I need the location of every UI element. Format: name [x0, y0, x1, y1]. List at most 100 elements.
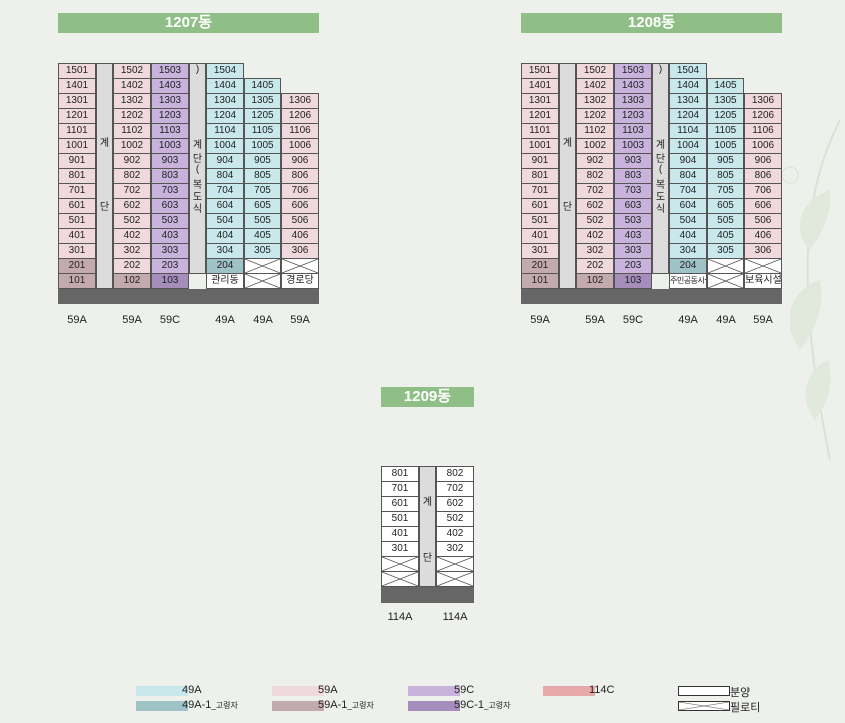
stair-label-char: (: [195, 164, 200, 175]
b1208-unit: 203: [614, 258, 652, 274]
b1208-unit: 1305: [707, 93, 744, 109]
unit-type-label: 59A: [585, 314, 605, 326]
b1207-unit: 1202: [113, 108, 151, 124]
b1209-unit: 402: [436, 526, 474, 542]
b1208-unit: 301: [521, 243, 559, 259]
b1208-unit: 701: [521, 183, 559, 199]
legend-label-sub: _고령자: [347, 701, 374, 710]
b1208-unit: 1304: [669, 93, 707, 109]
b1207-unit: 1204: [206, 108, 244, 124]
b1208-unit: 1402: [576, 78, 614, 94]
b1208-unit: 1302: [576, 93, 614, 109]
b1208-unit: 1404: [669, 78, 707, 94]
legend-swatch: [678, 701, 730, 711]
building-title-1207: 1207동: [58, 13, 319, 33]
b1208-unit: 705: [707, 183, 744, 199]
b1207-unit: 1203: [151, 108, 189, 124]
b1208-unit: 801: [521, 168, 559, 184]
stair-label-char: 복: [655, 180, 666, 191]
b1208-unit: 503: [614, 213, 652, 229]
b1208-unit: 406: [744, 228, 782, 244]
unit-type-label: 59C: [159, 314, 181, 326]
legend-label: 59A: [318, 684, 338, 696]
b1207-unit: 1504: [206, 63, 244, 79]
b1208-unit: 1101: [521, 123, 559, 139]
legend-swatch: [272, 701, 324, 711]
stair-label-char: 단: [192, 154, 203, 165]
piloti-cell: [381, 556, 419, 572]
b1207-unit: 101: [58, 273, 96, 289]
ground-base: [381, 587, 474, 603]
unit-type-label: 59A: [290, 314, 310, 326]
stair-label-char: 도: [192, 192, 203, 203]
b1208-unit: 902: [576, 153, 614, 169]
b1208-unit: 904: [669, 153, 707, 169]
b1208-unit: 802: [576, 168, 614, 184]
piloti-cell: [707, 273, 744, 289]
b1207-unit: 306: [281, 243, 319, 259]
b1208-unit: 1102: [576, 123, 614, 139]
b1208-unit: 1105: [707, 123, 744, 139]
stair-label-char: 계: [99, 138, 110, 149]
b1208-unit: 주민공동시설: [669, 273, 707, 289]
stair-label-char: 단: [422, 553, 433, 564]
b1208-unit: 602: [576, 198, 614, 214]
b1208-unit: 1005: [707, 138, 744, 154]
b1207-unit: 504: [206, 213, 244, 229]
decorative-plant: [781, 120, 841, 460]
stair-label-char: ): [658, 64, 663, 75]
b1208-unit: 302: [576, 243, 614, 259]
b1208-unit: 1004: [669, 138, 707, 154]
b1208-unit: 1205: [707, 108, 744, 124]
legend-swatch: [272, 686, 324, 696]
legend-label: 59C: [454, 684, 474, 696]
b1208-unit: 703: [614, 183, 652, 199]
legend-label-main: 분양: [730, 687, 751, 699]
legend-swatch: [136, 686, 188, 696]
b1209-unit: 501: [381, 511, 419, 527]
b1207-unit: 801: [58, 168, 96, 184]
b1208-unit: 702: [576, 183, 614, 199]
legend-label-sub: _고령자: [211, 701, 238, 710]
b1208-unit: 1103: [614, 123, 652, 139]
b1208-unit: 706: [744, 183, 782, 199]
b1207-unit: 804: [206, 168, 244, 184]
b1207-unit: 1102: [113, 123, 151, 139]
b1208-unit: 1006: [744, 138, 782, 154]
b1207-unit: 302: [113, 243, 151, 259]
b1208-unit: 1403: [614, 78, 652, 94]
building-title-1209: 1209동: [381, 387, 474, 407]
b1207-unit: 702: [113, 183, 151, 199]
b1208-unit: 806: [744, 168, 782, 184]
b1207-unit: 703: [151, 183, 189, 199]
legend-label: 필로티: [730, 699, 760, 715]
b1207-unit: 1501: [58, 63, 96, 79]
stair-label-char: 단: [99, 202, 110, 213]
b1208-unit: 606: [744, 198, 782, 214]
legend-label-main: 필로티: [730, 702, 761, 714]
b1208-unit: 103: [614, 273, 652, 289]
piloti-cell: [281, 258, 319, 274]
unit-type-label: 59A: [753, 314, 773, 326]
b1208-unit: 1306: [744, 93, 782, 109]
legend-label: 59A-1_고령자: [318, 699, 374, 711]
legend-swatch: [408, 686, 460, 696]
b1208-unit: 1401: [521, 78, 559, 94]
b1207-unit: 1302: [113, 93, 151, 109]
b1207-unit: 1304: [206, 93, 244, 109]
b1207-unit: 1206: [281, 108, 319, 124]
b1207-unit: 1305: [244, 93, 281, 109]
legend-label: 114C: [589, 684, 614, 696]
legend-swatch: [408, 701, 460, 711]
b1207-unit: 102: [113, 273, 151, 289]
stair-label-char: 단: [562, 202, 573, 213]
unit-type-label: 59A: [530, 314, 550, 326]
b1207-unit: 1104: [206, 123, 244, 139]
b1208-unit: 905: [707, 153, 744, 169]
b1208-unit: 804: [669, 168, 707, 184]
b1208-unit: 1504: [669, 63, 707, 79]
b1208-unit: 501: [521, 213, 559, 229]
b1209-unit: 701: [381, 481, 419, 497]
